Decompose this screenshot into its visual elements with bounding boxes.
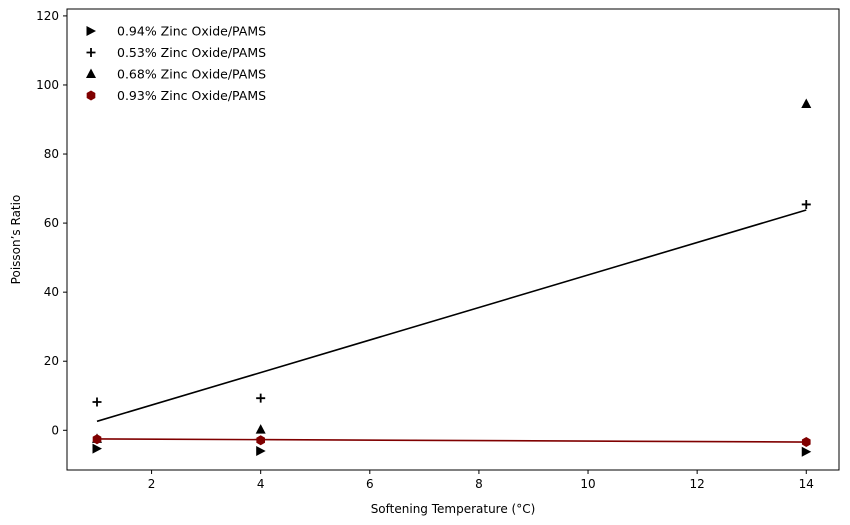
trend-line-2 <box>97 438 807 443</box>
y-tick-label: 0 <box>51 423 59 437</box>
legend-label-4: 0.93% Zinc Oxide/PAMS <box>117 88 266 103</box>
y-axis-ticks: 0 20 40 60 80 100 120 <box>36 9 67 437</box>
series-1-point <box>92 443 103 454</box>
legend-label-1: 0.94% Zinc Oxide/PAMS <box>117 24 266 39</box>
x-tick-label: 12 <box>690 477 705 491</box>
y-tick-label: 80 <box>44 147 59 161</box>
series-3-point <box>255 424 266 434</box>
trend-line-1 <box>96 209 807 423</box>
legend-label-3: 0.68% Zinc Oxide/PAMS <box>117 67 266 82</box>
series-4-point <box>256 435 266 446</box>
y-tick-label: 20 <box>44 354 59 368</box>
x-tick-label: 2 <box>148 477 156 491</box>
data-points <box>92 98 812 457</box>
legend-marker-1 <box>86 26 96 36</box>
series-3-point <box>801 98 812 108</box>
x-tick-label: 10 <box>580 477 595 491</box>
x-tick-label: 6 <box>366 477 374 491</box>
legend-marker-2 <box>86 48 96 57</box>
legend-marker-3 <box>86 68 96 78</box>
y-tick-label: 120 <box>36 9 59 23</box>
x-tick-label: 4 <box>257 477 265 491</box>
x-tick-label: 14 <box>799 477 814 491</box>
x-tick-label: 8 <box>475 477 483 491</box>
series-4-point <box>92 434 102 445</box>
series-2-point <box>92 397 102 407</box>
series-1-point <box>256 446 266 457</box>
x-axis-ticks: 2 4 6 8 10 12 14 <box>148 470 814 491</box>
y-axis-title: Poisson’s Ratio <box>9 195 23 285</box>
plot-area-frame <box>66 8 840 471</box>
x-axis-title: Softening Temperature (°C) <box>371 502 536 516</box>
series-4-point <box>801 437 811 448</box>
legend-label-2: 0.53% Zinc Oxide/PAMS <box>117 45 266 60</box>
trend-lines <box>96 209 807 443</box>
legend: 0.94% Zinc Oxide/PAMS 0.53% Zinc Oxide/PA… <box>86 24 266 103</box>
series-2-point <box>256 393 266 403</box>
y-tick-label: 40 <box>44 285 59 299</box>
legend-marker-4 <box>86 90 96 101</box>
series-2-point <box>801 199 811 209</box>
y-tick-label: 60 <box>44 216 59 230</box>
series-1-point <box>801 446 812 457</box>
y-tick-label: 100 <box>36 78 59 92</box>
